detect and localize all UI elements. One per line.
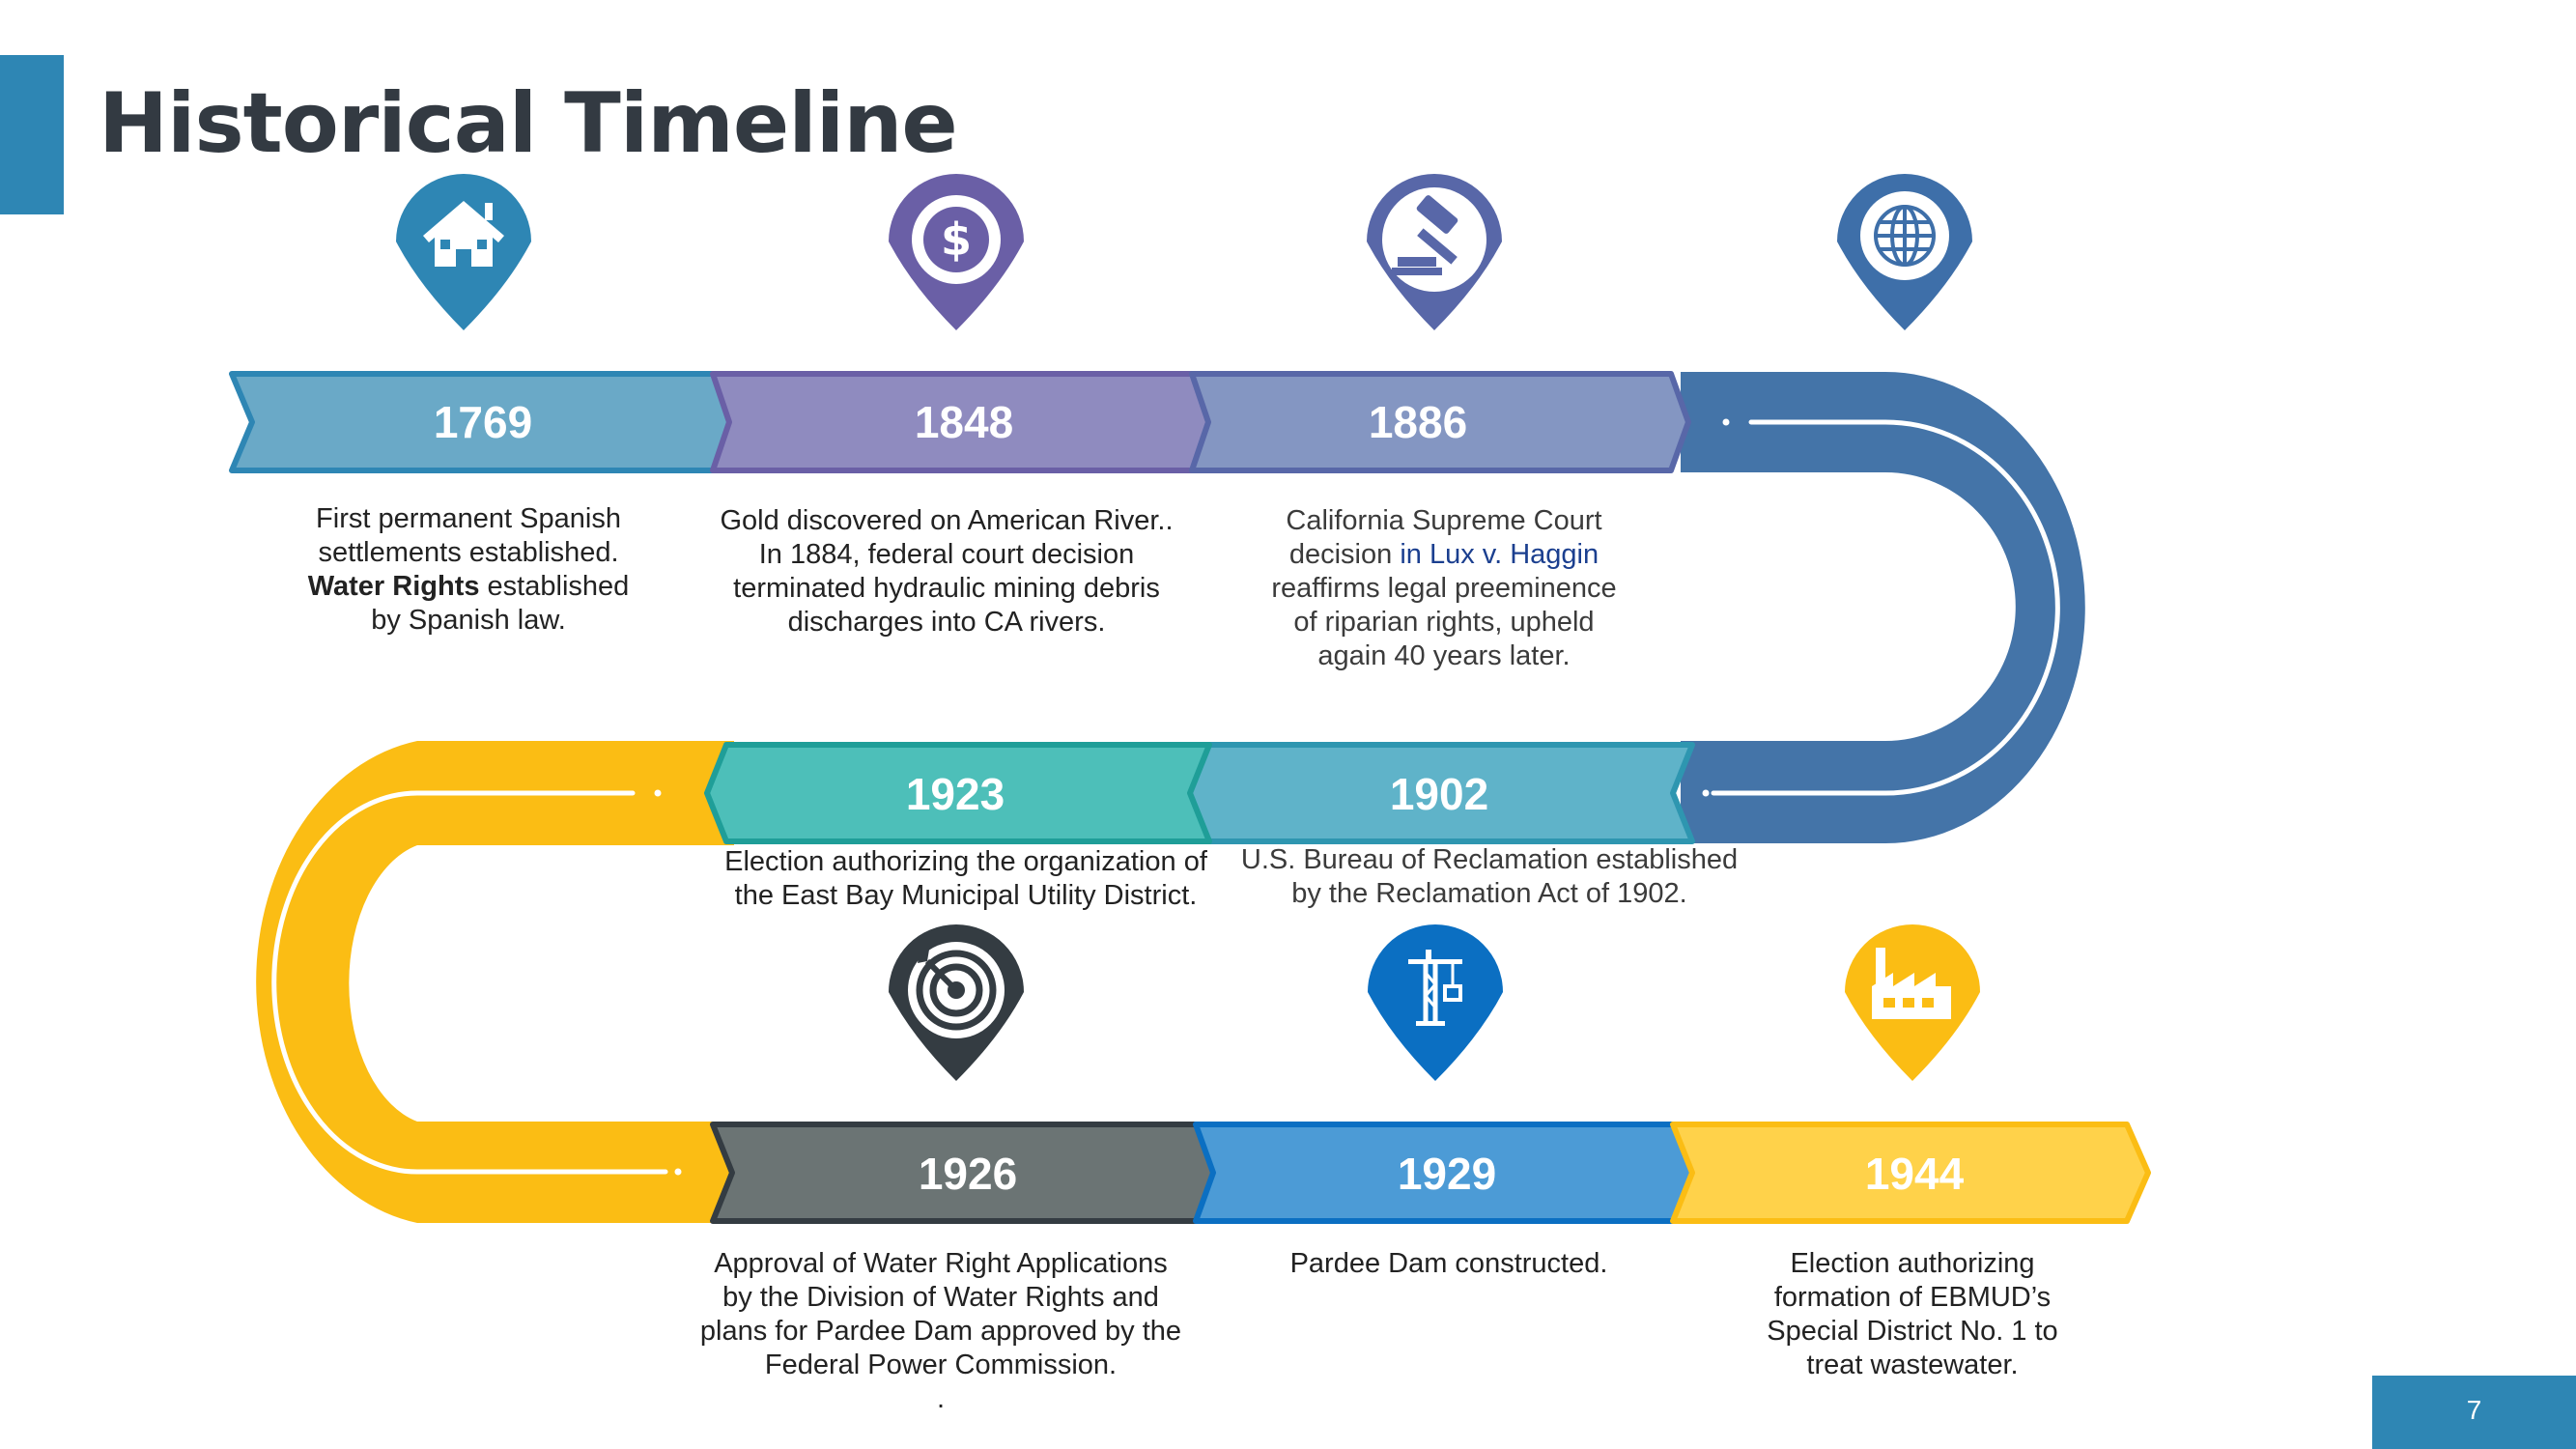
crane-icon: [1408, 950, 1462, 1026]
event-description-1923: Election authorizing the organization of…: [724, 846, 1207, 911]
pin-1944: [1845, 924, 1980, 1081]
page-number: 7: [2466, 1395, 2482, 1425]
event-description-1926: Approval of Water Right Applications by …: [699, 1248, 1182, 1414]
pin-1929: [1368, 924, 1503, 1081]
factory-icon: [1872, 948, 1951, 1019]
year-label-1848: 1848: [915, 397, 1013, 447]
year-label-1926: 1926: [919, 1149, 1017, 1199]
event-description-1944: Election authorizing formation of EBMUD’…: [1767, 1248, 2058, 1380]
event-description-1848: Gold discovered on American River.. In 1…: [720, 505, 1174, 638]
yellow-track-dot-top: [654, 789, 662, 797]
title-accent-bar: [0, 55, 64, 214]
arrow-segment-1886: [1189, 371, 1691, 473]
event-description-1929: Pardee Dam constructed.: [1289, 1248, 1608, 1279]
year-label-1944: 1944: [1865, 1149, 1965, 1199]
water-rights-emphasis: Water Rights: [307, 571, 480, 602]
page-number-badge: 7: [2372, 1376, 2576, 1449]
year-label-1886: 1886: [1369, 397, 1467, 447]
blue-track-guide: [1711, 419, 2060, 796]
pin-1902: [1837, 174, 1972, 330]
year-label-1902: 1902: [1390, 769, 1488, 819]
event-description-1902: U.S. Bureau of Reclamation established b…: [1240, 844, 1739, 909]
pin-1848: $: [889, 174, 1024, 330]
blue-track-dot-bottom: [1702, 789, 1710, 797]
svg-text:$: $: [941, 213, 972, 266]
yellow-track-curve: [256, 741, 734, 1223]
year-label-1769: 1769: [434, 397, 532, 447]
pin-1769: [396, 174, 531, 330]
blue-track-dot-top: [1722, 418, 1730, 426]
arrow-segment-1944: [1670, 1122, 2151, 1224]
page-title: Historical Timeline: [99, 75, 958, 172]
year-label-1929: 1929: [1398, 1149, 1496, 1199]
pin-1923: [889, 924, 1024, 1081]
year-label-1923: 1923: [906, 769, 1005, 819]
yellow-track-guide: [271, 790, 668, 1175]
yellow-track-dot-bottom: [674, 1168, 682, 1176]
house-icon: [423, 201, 504, 267]
event-description-1769: First permanent Spanish settlements esta…: [307, 503, 630, 636]
pin-1886: [1367, 174, 1502, 330]
blue-track-curve: [1681, 372, 2085, 843]
event-description-1886: California Supreme Court decision in Lux…: [1271, 505, 1617, 671]
arrow-segment-1923: [704, 742, 1212, 844]
lux-v-haggin-reference: in Lux v. Haggin: [1400, 539, 1599, 570]
